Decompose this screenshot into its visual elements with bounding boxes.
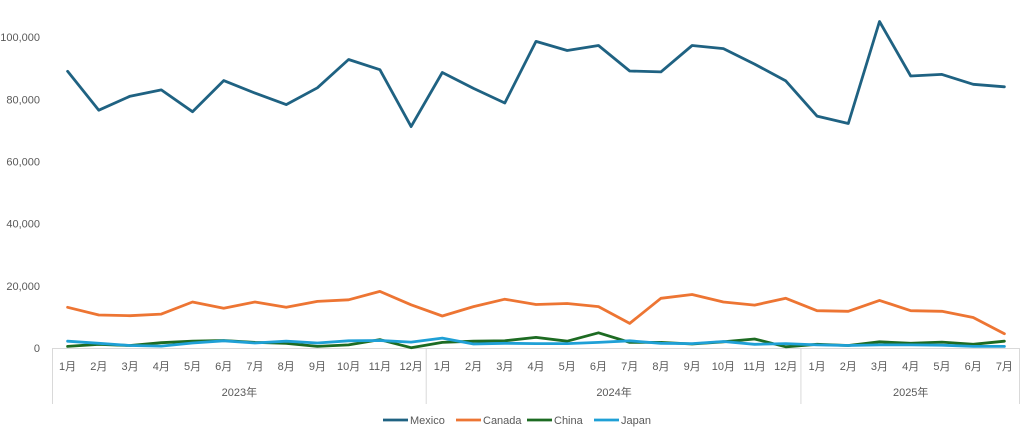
y-tick-label: 80,000 (6, 94, 40, 106)
y-tick-label: 20,000 (6, 281, 40, 293)
x-tick-label: 3月 (871, 361, 888, 373)
x-tick-label: 3月 (496, 361, 513, 373)
x-tick-label: 10月 (337, 361, 360, 373)
x-tick-label: 1月 (59, 361, 76, 373)
x-group-label: 2024年 (596, 385, 631, 399)
x-tick-label: 12月 (399, 361, 422, 373)
x-tick-label: 7月 (996, 361, 1013, 373)
x-group-label: 2025年 (893, 385, 928, 399)
x-tick-label: 3月 (122, 361, 139, 373)
y-axis: 0 20,000 40,000 60,000 80,000 100,000 (0, 32, 40, 355)
x-group-label: 2023年 (222, 385, 257, 399)
x-tick-label: 11月 (743, 361, 765, 373)
x-tick-label: 5月 (933, 361, 950, 373)
legend: Mexico Canada China Japan (383, 415, 651, 427)
x-tick-label: 9月 (309, 361, 326, 373)
x-tick-label: 8月 (278, 361, 295, 373)
series-line-mexico (66, 20, 1006, 128)
x-tick-label: 5月 (184, 361, 201, 373)
x-tick-label: 6月 (215, 361, 232, 373)
x-tick-label: 4月 (153, 361, 170, 373)
y-tick-label: 100,000 (0, 32, 40, 44)
x-tick-label: 11月 (369, 361, 391, 373)
x-tick-label: 6月 (590, 361, 607, 373)
legend-label: China (554, 415, 584, 427)
x-axis: 1月 2月 3月 4月 5月 6月 7月 8月 9月 10月 11月 12月 2023年 1月 2月 3月 4月… (52, 348, 1020, 404)
y-tick-label: 40,000 (6, 219, 40, 231)
legend-label: Canada (483, 415, 522, 427)
legend-item-japan: Japan (594, 415, 651, 427)
y-tick-label: 60,000 (6, 156, 40, 168)
x-tick-label: 9月 (684, 361, 701, 373)
x-tick-label: 2月 (90, 361, 107, 373)
x-tick-label: 1月 (808, 361, 825, 373)
x-tick-label: 8月 (652, 361, 669, 373)
x-tick-label: 2月 (840, 361, 857, 373)
legend-item-mexico: Mexico (383, 415, 445, 427)
x-tick-label: 10月 (712, 361, 735, 373)
series-lines (66, 20, 1006, 350)
y-tick-label: 0 (34, 343, 40, 355)
x-tick-label: 6月 (965, 361, 982, 373)
legend-label: Japan (621, 415, 651, 427)
x-tick-label: 12月 (774, 361, 797, 373)
legend-item-china: China (527, 415, 584, 427)
x-tick-label: 4月 (902, 361, 919, 373)
x-tick-label: 2月 (465, 361, 482, 373)
series-line-canada (66, 289, 1006, 336)
x-tick-label: 1月 (434, 361, 451, 373)
legend-label: Mexico (410, 415, 445, 427)
series-line-japan (66, 336, 1006, 348)
x-tick-label: 7月 (621, 361, 638, 373)
x-tick-label: 4月 (527, 361, 544, 373)
legend-item-canada: Canada (456, 415, 522, 427)
x-tick-label: 5月 (559, 361, 576, 373)
x-tick-label: 7月 (246, 361, 263, 373)
